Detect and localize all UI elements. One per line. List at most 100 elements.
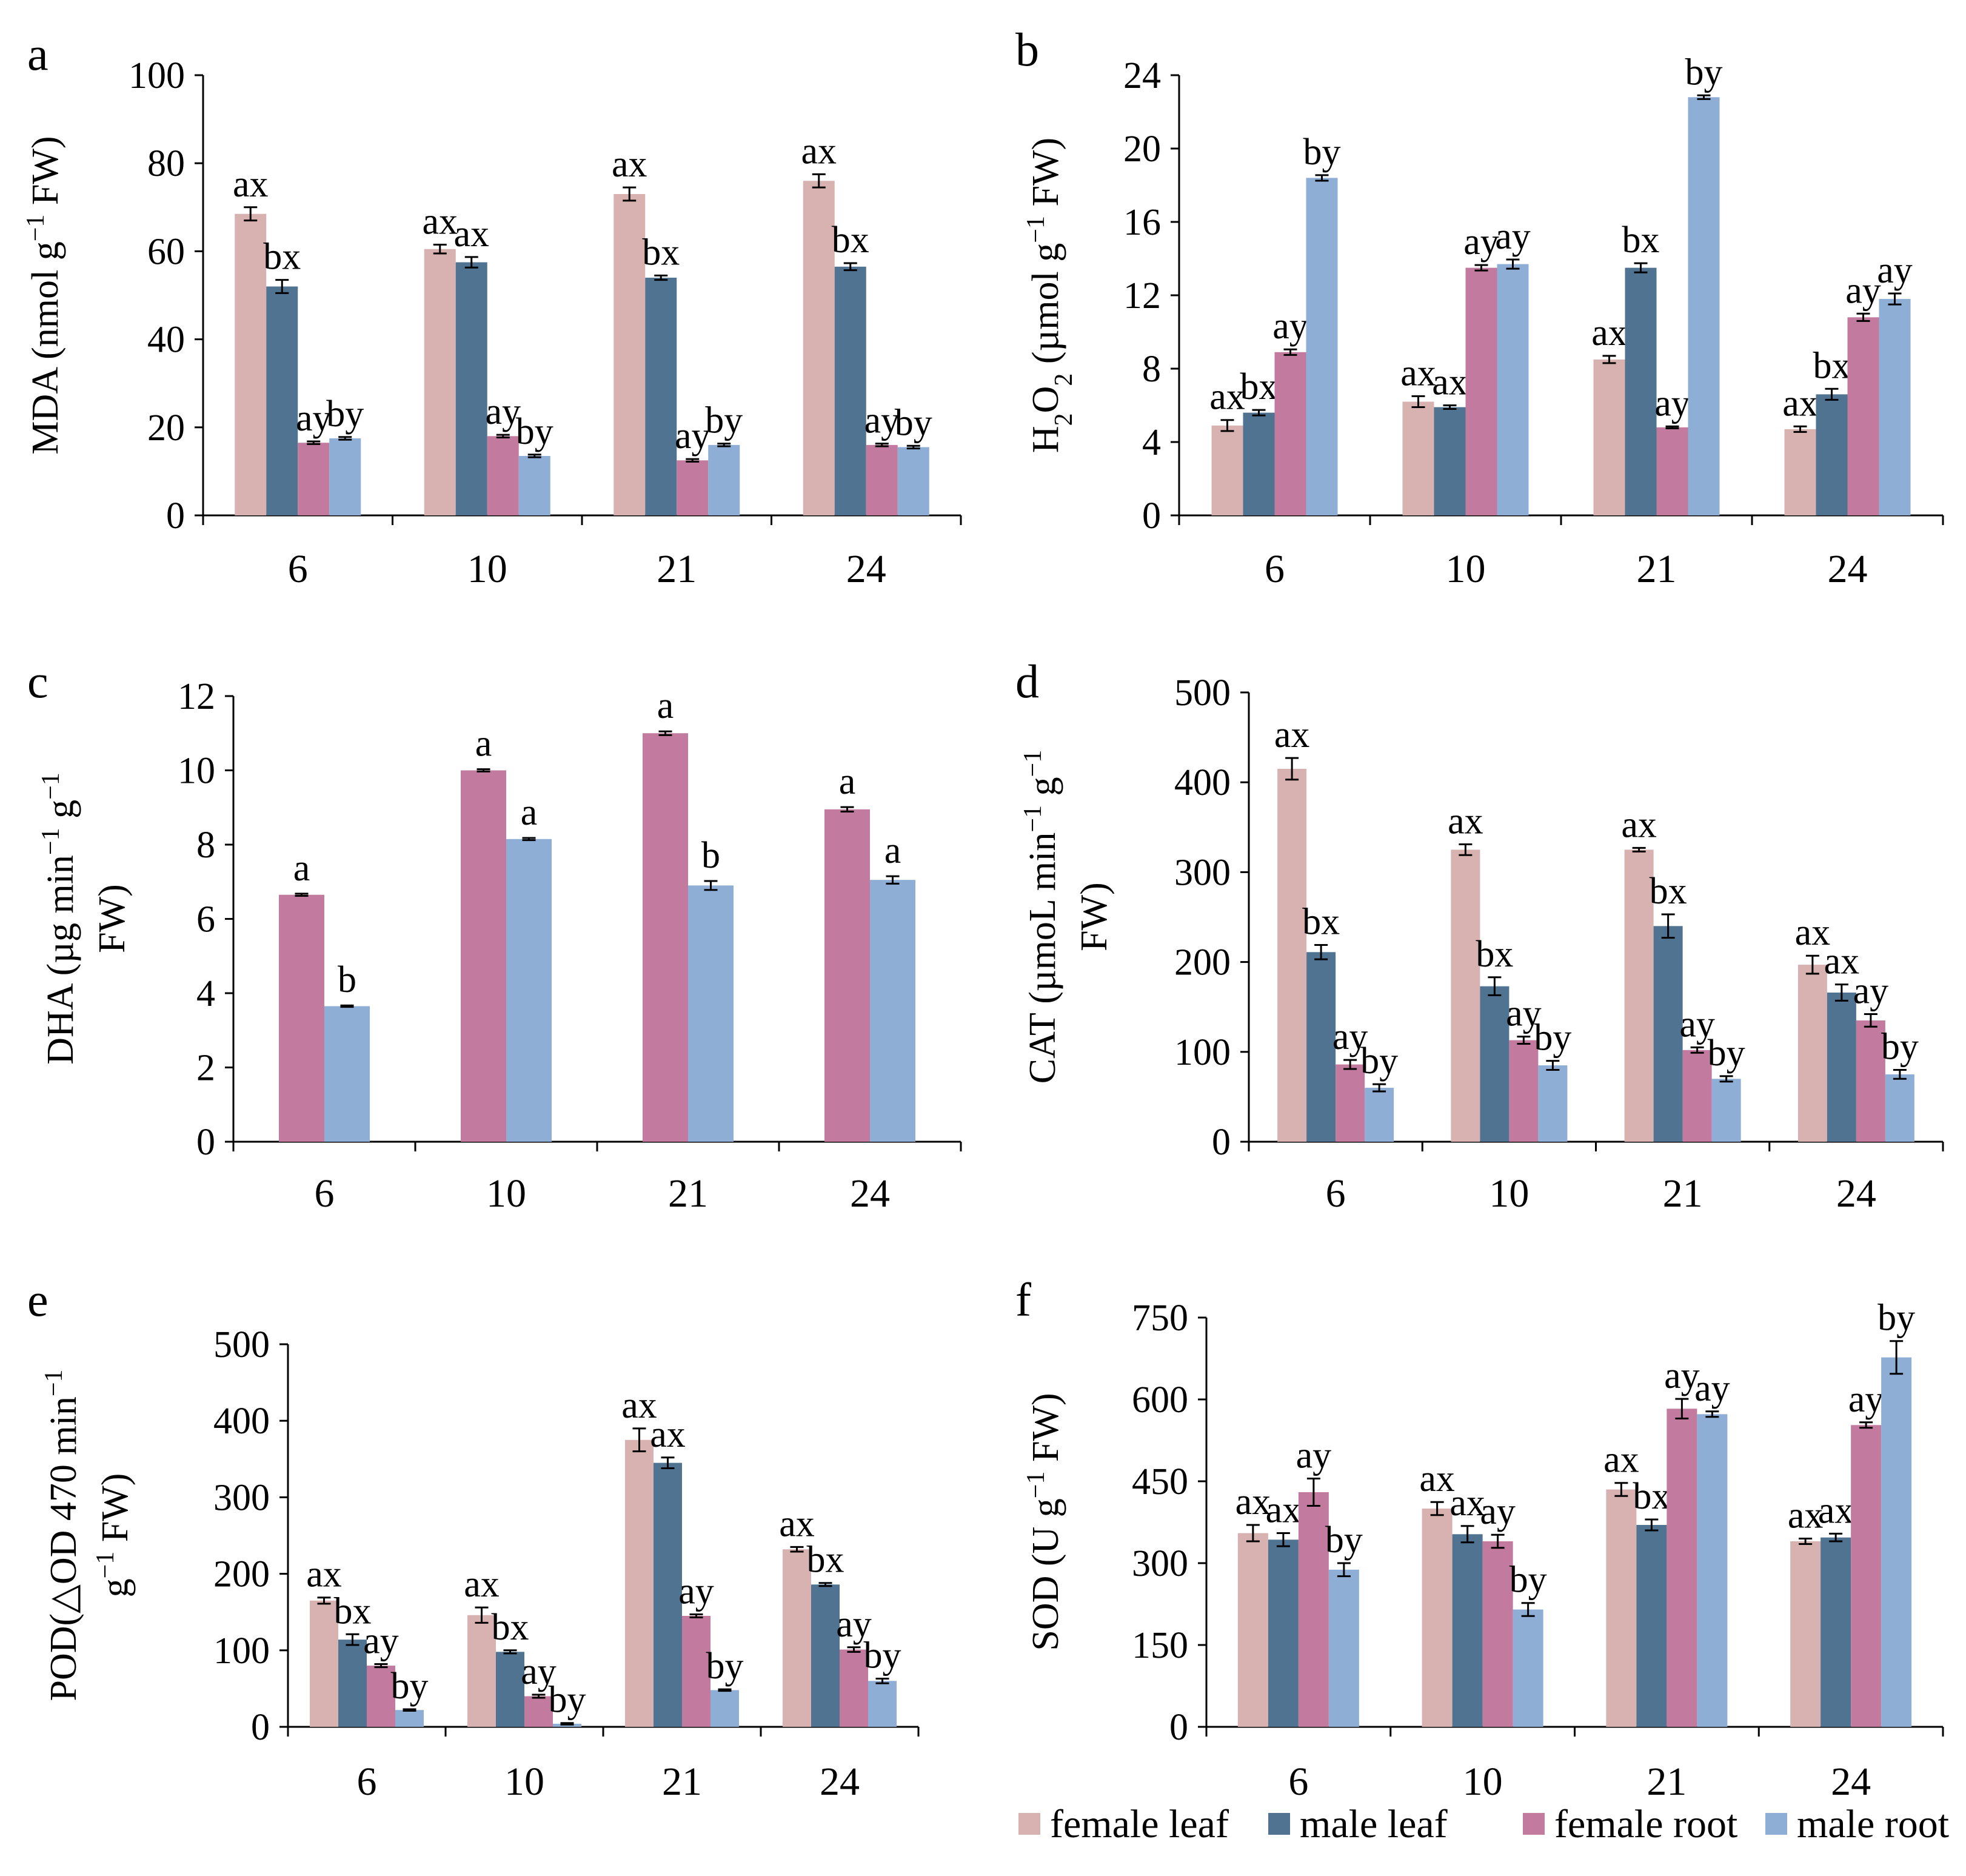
significance-label: by <box>1303 132 1341 173</box>
legend-label: female root <box>1554 1802 1737 1846</box>
significance-label: a <box>884 830 901 871</box>
bar <box>1667 1409 1697 1727</box>
ylabel-superscript: −1 <box>37 828 65 855</box>
significance-label: ax <box>1419 1458 1455 1499</box>
significance-label: ay <box>1463 221 1499 263</box>
significance-label: ay <box>678 1570 714 1612</box>
y-tick-label: 0 <box>251 1707 270 1748</box>
bar <box>524 1696 553 1727</box>
y-tick-label: 60 <box>147 231 185 272</box>
ylabel-text: FW) <box>95 1473 136 1552</box>
x-tick-label: 6 <box>1288 1760 1308 1804</box>
ylabel-superscript: −1 <box>1019 805 1047 832</box>
x-tick-label: 24 <box>1831 1760 1871 1804</box>
bar <box>329 438 361 515</box>
bar <box>866 444 898 515</box>
bar <box>1636 1525 1667 1727</box>
ylabel-text: MDA (nmol g <box>25 241 66 454</box>
bar <box>1879 299 1911 515</box>
significance-label: ax <box>464 1564 500 1605</box>
y-tick-label: 4 <box>196 973 215 1014</box>
y-tick-label: 0 <box>166 495 185 537</box>
significance-label: ay <box>864 400 900 441</box>
panel-letter: d <box>1015 655 1039 708</box>
bar <box>1816 394 1848 515</box>
significance-label: ax <box>1818 1490 1854 1531</box>
y-tick-label: 40 <box>147 320 185 361</box>
ylabel-superscript: −1 <box>1019 750 1047 777</box>
ylabel-text: CAT (µmoL min <box>1022 832 1063 1084</box>
bar <box>310 1600 338 1727</box>
bar <box>1277 768 1307 1142</box>
y-tick-label: 100 <box>213 1630 270 1672</box>
bar <box>1402 401 1434 515</box>
significance-label: bx <box>642 232 680 273</box>
significance-label: b <box>701 835 720 876</box>
bar <box>643 733 688 1142</box>
bar <box>1465 267 1497 515</box>
significance-label: ay <box>1845 270 1881 311</box>
bar <box>1513 1609 1543 1727</box>
bar <box>1851 1425 1882 1727</box>
legend-label: male root <box>1797 1802 1949 1846</box>
significance-label: bx <box>263 236 301 278</box>
significance-label: ax <box>801 130 837 172</box>
significance-label: ay <box>1848 1379 1884 1420</box>
significance-label: by <box>705 400 743 441</box>
bar <box>897 447 929 515</box>
x-tick-label: 6 <box>315 1171 335 1216</box>
x-tick-label: 6 <box>288 547 308 591</box>
significance-label: ax <box>306 1554 342 1595</box>
ylabel-text: FW) <box>1074 882 1115 951</box>
x-tick-label: 24 <box>820 1760 860 1804</box>
significance-label: ax <box>1235 1481 1271 1523</box>
bar <box>1856 1020 1885 1142</box>
significance-label: ay <box>485 391 521 432</box>
significance-label: ay <box>1694 1368 1730 1409</box>
significance-label: ay <box>1853 971 1889 1012</box>
significance-label: bx <box>832 219 869 261</box>
panel-letter: f <box>1015 1273 1031 1326</box>
y-axis-label: CAT (µmoL min−1 g−1 <box>1019 750 1063 1084</box>
significance-label: ax <box>1782 383 1818 424</box>
y-tick-label: 600 <box>1132 1379 1188 1421</box>
ylabel-text: g <box>1022 777 1063 805</box>
significance-label: ax <box>453 213 489 255</box>
x-tick-label: 24 <box>1836 1171 1876 1216</box>
ylabel-text: FW) <box>92 884 133 953</box>
bar <box>1593 359 1625 515</box>
significance-label: bx <box>1302 901 1340 942</box>
significance-label: bx <box>1476 934 1513 975</box>
bar <box>677 460 709 515</box>
bar <box>235 213 267 515</box>
bar <box>424 249 456 515</box>
legend-swatch <box>1018 1813 1040 1835</box>
significance-label: ay <box>1877 250 1913 291</box>
y-tick-label: 0 <box>1169 1707 1188 1748</box>
bar <box>1451 849 1480 1142</box>
y-tick-label: 12 <box>178 676 215 717</box>
x-tick-label: 6 <box>1326 1171 1346 1216</box>
y-tick-label: 8 <box>196 825 215 866</box>
bar <box>824 809 870 1142</box>
significance-label: by <box>1325 1519 1363 1561</box>
ylabel-text: g <box>40 800 81 828</box>
bar <box>487 436 519 515</box>
bar <box>367 1666 395 1727</box>
significance-label: ax <box>650 1414 686 1455</box>
bar <box>1606 1489 1637 1727</box>
x-tick-label: 24 <box>846 547 886 591</box>
bar <box>1711 1079 1741 1142</box>
significance-label: ax <box>1274 714 1310 755</box>
significance-label: ax <box>233 164 269 205</box>
y-axis-label: FW) <box>92 884 133 953</box>
bar <box>840 1649 868 1727</box>
y-axis-label: MDA (nmol g−1 FW) <box>22 136 66 454</box>
bar <box>711 1690 739 1727</box>
ylabel-text: FW) <box>1025 138 1066 216</box>
significance-label: bx <box>807 1539 844 1581</box>
bar <box>834 266 866 515</box>
